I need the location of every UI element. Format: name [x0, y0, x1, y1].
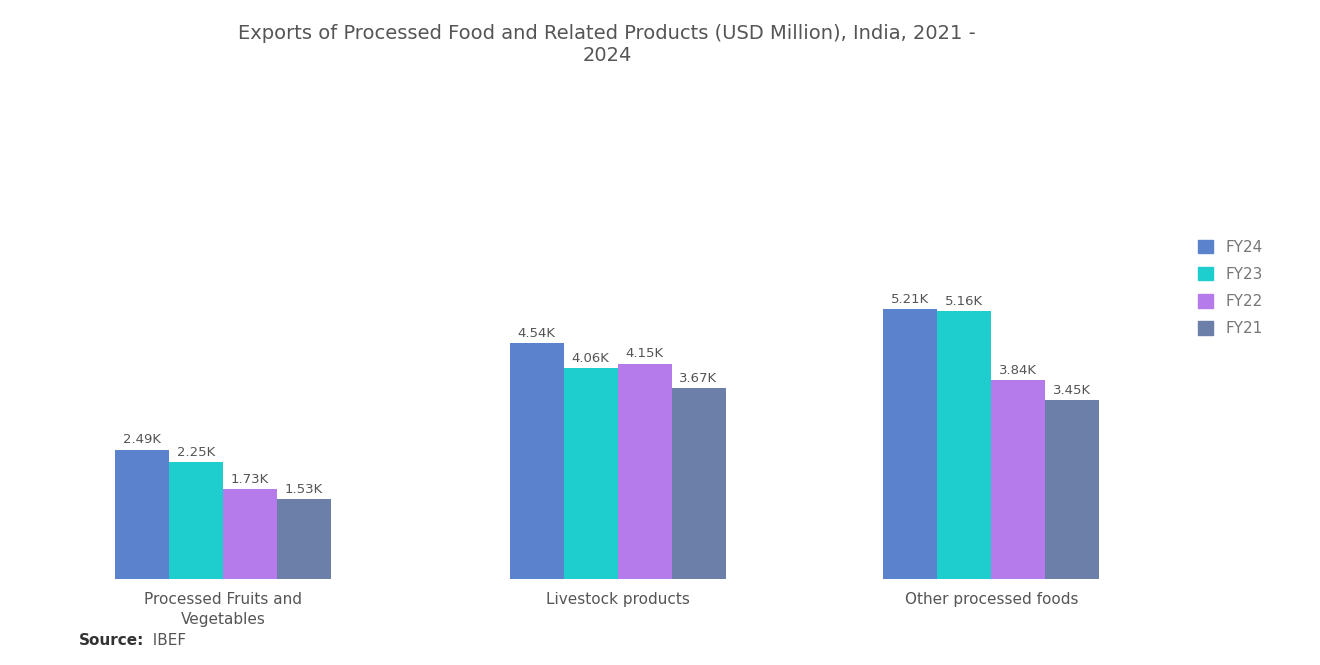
Bar — [937, 311, 991, 579]
Bar — [564, 368, 618, 579]
Text: 3.84K: 3.84K — [999, 364, 1038, 376]
Text: IBEF: IBEF — [143, 633, 186, 648]
Text: 1.73K: 1.73K — [231, 473, 269, 486]
Text: 3.67K: 3.67K — [680, 372, 718, 385]
Bar — [115, 450, 169, 579]
Bar — [277, 499, 331, 579]
Bar — [618, 364, 672, 579]
Bar — [883, 309, 937, 579]
Text: 2.25K: 2.25K — [177, 446, 215, 459]
Text: 3.45K: 3.45K — [1053, 384, 1092, 397]
Legend: FY24, FY23, FY22, FY21: FY24, FY23, FY22, FY21 — [1191, 232, 1271, 344]
Text: 4.54K: 4.54K — [517, 327, 556, 340]
Bar — [510, 343, 564, 579]
Text: 4.15K: 4.15K — [626, 348, 664, 360]
Bar — [991, 380, 1045, 579]
Text: 5.16K: 5.16K — [945, 295, 983, 308]
Bar — [223, 489, 277, 579]
Bar — [169, 462, 223, 579]
Text: 1.53K: 1.53K — [285, 483, 323, 496]
Text: 2.49K: 2.49K — [123, 434, 161, 446]
Title: Exports of Processed Food and Related Products (USD Million), India, 2021 -
2024: Exports of Processed Food and Related Pr… — [239, 25, 975, 65]
Bar — [1045, 400, 1100, 579]
Text: Source:: Source: — [79, 633, 145, 648]
Text: 4.06K: 4.06K — [572, 352, 610, 365]
Text: 5.21K: 5.21K — [891, 293, 929, 305]
Bar — [672, 388, 726, 579]
